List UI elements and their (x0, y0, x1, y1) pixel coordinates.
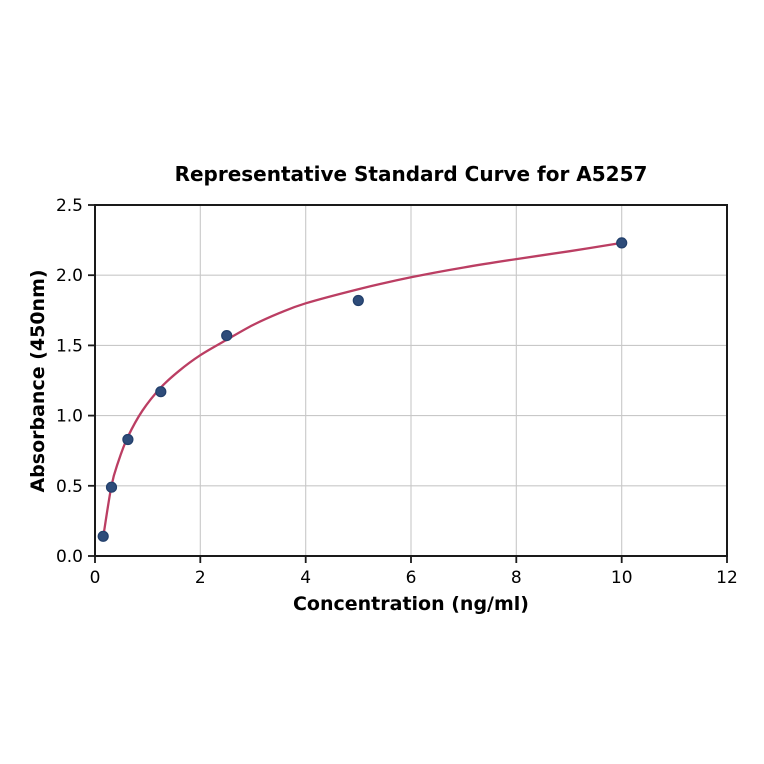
y-tick-label: 0.5 (56, 477, 83, 497)
plot-frame (94, 204, 728, 557)
y-tick-label: 2.5 (56, 196, 83, 216)
data-point (97, 530, 109, 542)
x-tick-label: 4 (300, 568, 311, 588)
data-point (155, 386, 167, 398)
x-axis-label: Concentration (ng/ml) (293, 593, 529, 615)
data-point (616, 237, 628, 249)
y-axis-label: Absorbance (450nm) (27, 269, 49, 492)
data-point (221, 330, 233, 342)
grid-layer (95, 205, 727, 556)
x-tick-label: 0 (90, 568, 101, 588)
y-tick-label: 0.0 (56, 547, 83, 567)
y-tick-label: 1.5 (56, 336, 83, 356)
data-point (352, 294, 364, 307)
data-points-layer (97, 237, 628, 542)
x-tick-label: 12 (716, 568, 738, 588)
fit-curve-line (102, 241, 623, 539)
y-tick-label: 2.0 (56, 266, 83, 286)
data-point (122, 433, 134, 446)
x-tick-label: 6 (406, 568, 417, 588)
chart-title: Representative Standard Curve for A5257 (175, 162, 648, 186)
tick-layer: 0 2 4 6 8 10 12 0.0 0.5 1.0 1.5 2.0 2.5 (56, 196, 738, 588)
data-point (105, 481, 118, 493)
x-tick-label: 10 (611, 568, 633, 588)
y-tick-label: 1.0 (56, 407, 83, 427)
x-tick-label: 8 (511, 568, 522, 588)
x-tick-label: 2 (195, 568, 206, 588)
